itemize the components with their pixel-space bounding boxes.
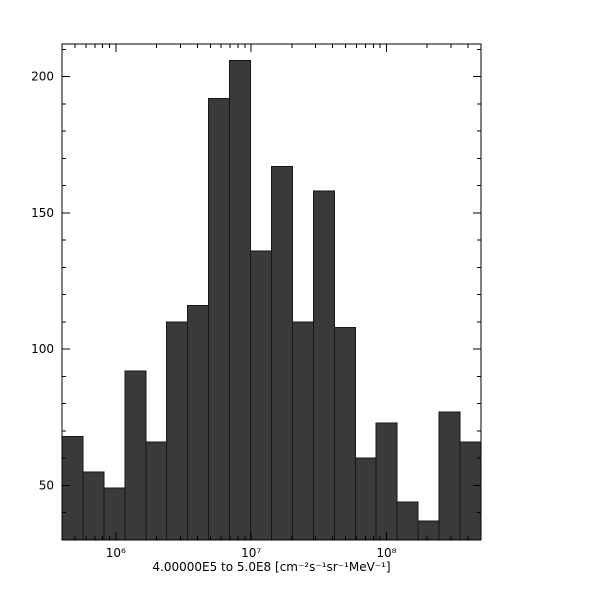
- x-tick-label: 10⁶: [106, 546, 126, 560]
- histogram-bar: [124, 370, 147, 541]
- histogram-bar: [187, 305, 210, 541]
- x-axis-label: 4.00000E5 to 5.0E8 [cm⁻²s⁻¹sr⁻¹MeV⁻¹]: [152, 560, 391, 574]
- histogram-bar: [208, 98, 231, 541]
- histogram-bar: [103, 487, 126, 541]
- histogram-bar: [333, 326, 356, 541]
- histogram-bar: [417, 520, 440, 541]
- histogram-bar: [145, 441, 168, 541]
- x-tick-label: 10⁷: [241, 546, 261, 560]
- histogram-bar: [312, 190, 335, 541]
- histogram-bar: [270, 166, 293, 541]
- x-tick-label: 10⁸: [376, 546, 396, 560]
- histogram-bar: [396, 501, 419, 541]
- y-tick-label: 150: [31, 206, 54, 220]
- histogram-bar: [375, 422, 398, 541]
- histogram-bar: [82, 471, 105, 541]
- histogram-bar: [459, 441, 482, 541]
- histogram-bar: [354, 457, 377, 541]
- histogram-bar: [438, 411, 461, 541]
- histogram-bar: [250, 250, 272, 541]
- y-tick-label: 100: [31, 342, 54, 356]
- plot-frame: [61, 43, 482, 541]
- histogram-bar: [291, 321, 314, 541]
- histogram-bar: [61, 435, 84, 541]
- histogram-bar: [166, 321, 189, 541]
- histogram-bar: [229, 59, 252, 541]
- y-tick-label: 200: [31, 70, 54, 84]
- y-tick-label: 50: [39, 478, 54, 492]
